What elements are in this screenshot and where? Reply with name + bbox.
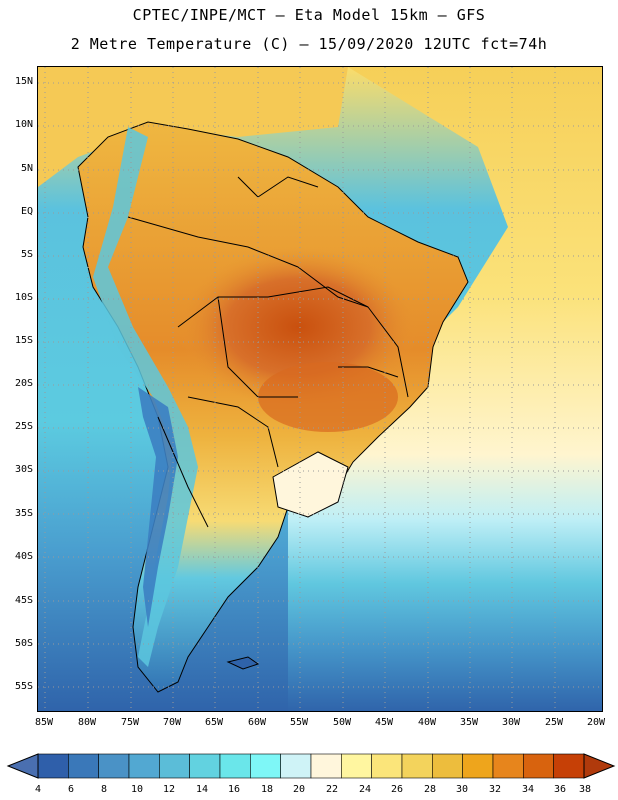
colorbar-swatch xyxy=(341,753,372,779)
hot-region-south xyxy=(258,362,398,432)
lon-label: 50W xyxy=(332,717,352,728)
colorbar-tick: 10 xyxy=(130,784,144,795)
colorbar-swatch xyxy=(189,753,221,779)
lat-label: 45S xyxy=(14,595,33,606)
country-borders xyxy=(127,176,409,528)
colorbar-swatch xyxy=(553,753,585,779)
colorbar-tick: 32 xyxy=(488,784,502,795)
lat-label: 20S xyxy=(14,378,33,389)
colorbar-tick: 8 xyxy=(100,784,108,795)
colorbar-swatch xyxy=(98,753,130,779)
temperature-map[interactable] xyxy=(37,66,603,712)
colorbar-swatch xyxy=(432,753,463,779)
map-title: CPTEC/INPE/MCT – Eta Model 15km – GFS xyxy=(132,6,486,24)
lat-label: 35S xyxy=(14,508,33,519)
lat-label: 40S xyxy=(14,551,33,562)
falkland-islands xyxy=(226,656,260,670)
lat-label: 50S xyxy=(14,638,33,649)
colorbar-tick: 14 xyxy=(195,784,209,795)
colorbar-high-arrow xyxy=(583,753,616,779)
colorbar-swatch xyxy=(401,753,433,779)
colorbar-tick: 6 xyxy=(67,784,75,795)
colorbar-swatch xyxy=(159,753,190,779)
colorbar-swatch xyxy=(37,753,69,779)
lat-label: 30S xyxy=(14,464,33,475)
colorbar-tick: 20 xyxy=(292,784,306,795)
lat-label: 5N xyxy=(20,163,33,174)
lon-label: 80W xyxy=(77,717,97,728)
colorbar-tick: 24 xyxy=(358,784,372,795)
colorbar-swatch xyxy=(128,753,160,779)
colorbar-tick: 28 xyxy=(423,784,437,795)
colorbar-swatch xyxy=(250,753,281,779)
lat-label: EQ xyxy=(20,206,33,217)
colorbar-swatch xyxy=(492,753,524,779)
colorbar-swatch xyxy=(462,753,494,779)
lat-label: 15S xyxy=(14,335,33,346)
lon-label: 45W xyxy=(374,717,394,728)
lat-label: 15N xyxy=(14,76,33,87)
lon-label: 75W xyxy=(120,717,140,728)
lat-label: 55S xyxy=(14,681,33,692)
colorbar-swatch xyxy=(310,753,342,779)
colorbar-swatch xyxy=(371,753,403,779)
colorbar-swatch xyxy=(280,753,312,779)
colorbar-tick: 34 xyxy=(521,784,535,795)
colorbar-tick: 4 xyxy=(34,784,42,795)
colorbar-tick: 22 xyxy=(325,784,339,795)
colorbar-tick: 38 xyxy=(578,784,592,795)
lon-label: 40W xyxy=(417,717,437,728)
lat-label: 5S xyxy=(20,249,33,260)
map-subtitle: 2 Metre Temperature (C) – 15/09/2020 12U… xyxy=(70,35,548,53)
colorbar-tick: 26 xyxy=(390,784,404,795)
colorbar-swatches xyxy=(37,753,585,779)
colorbar-swatch xyxy=(523,753,554,779)
lon-label: 20W xyxy=(586,717,606,728)
lon-label: 70W xyxy=(162,717,182,728)
colorbar-tick: 12 xyxy=(162,784,176,795)
lon-label: 55W xyxy=(289,717,309,728)
colorbar-low-arrow xyxy=(6,753,39,779)
lon-label: 35W xyxy=(459,717,479,728)
lon-label: 85W xyxy=(34,717,54,728)
lon-label: 30W xyxy=(501,717,521,728)
colorbar xyxy=(6,753,616,779)
colorbar-tick: 18 xyxy=(260,784,274,795)
andes-cold-strip xyxy=(93,127,198,667)
andes-coldest xyxy=(138,387,178,627)
colorbar-tick: 16 xyxy=(227,784,241,795)
lon-label: 25W xyxy=(544,717,564,728)
colorbar-tick: 30 xyxy=(455,784,469,795)
uruguay-cool-patch xyxy=(272,451,349,518)
lon-label: 60W xyxy=(247,717,267,728)
lat-label: 10S xyxy=(14,292,33,303)
caribbean-field xyxy=(38,67,348,187)
colorbar-tick: 36 xyxy=(553,784,567,795)
colorbar-swatch xyxy=(219,753,251,779)
lat-label: 10N xyxy=(14,119,33,130)
lat-label: 25S xyxy=(14,421,33,432)
atlantic-ocean-field xyxy=(288,67,602,711)
colorbar-swatch xyxy=(68,753,99,779)
map-canvas xyxy=(38,67,602,711)
lon-label: 65W xyxy=(204,717,224,728)
